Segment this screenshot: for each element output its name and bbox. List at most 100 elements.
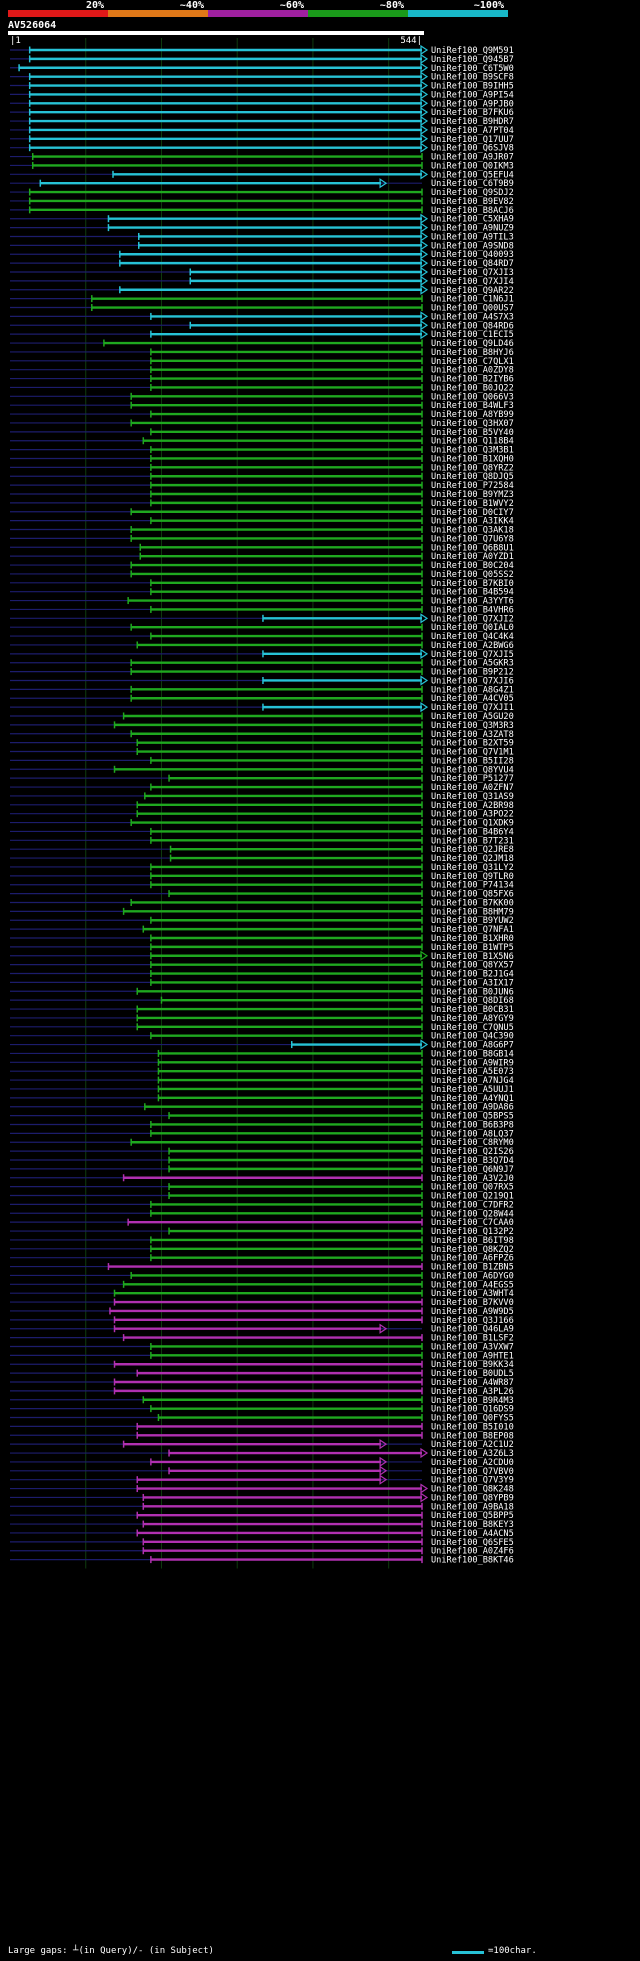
hit-label: UniRef100_B0CB31 — [431, 1005, 514, 1015]
hit-row: UniRef100_B1XHR0 — [10, 934, 514, 944]
hit-label: UniRef100_B7T231 — [431, 836, 514, 846]
hit-label: UniRef100_Q3HX07 — [431, 419, 514, 429]
hit-label: UniRef100_B5VY40 — [431, 428, 514, 438]
hit-label: UniRef100_A2CDU0 — [431, 1458, 514, 1468]
hit-label: UniRef100_B1LSF2 — [431, 1334, 514, 1344]
hit-row: UniRef100_B7FKU6 — [10, 107, 514, 118]
hit-row: UniRef100_A3VXW7 — [10, 1342, 514, 1352]
hit-row: UniRef100_Q0IKM3 — [10, 161, 514, 171]
hit-arrow — [420, 124, 429, 136]
hit-label: UniRef100_Q8K248 — [431, 1485, 514, 1495]
hit-label: UniRef100_Q8KZQ2 — [431, 1245, 514, 1255]
hit-row: UniRef100_P74134 — [10, 881, 514, 891]
hit-label: UniRef100_B1ZBN5 — [431, 1263, 514, 1273]
hit-arrow — [420, 284, 429, 295]
hit-label: UniRef100_Q7U6Y8 — [431, 534, 514, 544]
hit-label: UniRef100_C1ECI5 — [431, 330, 514, 340]
hit-label: UniRef100_Q066V3 — [431, 392, 514, 402]
hit-row: UniRef100_B0CB31 — [10, 1005, 514, 1015]
hit-row: UniRef100_Q7XJI3 — [10, 266, 514, 278]
hit-row: UniRef100_C7DFR2 — [10, 1200, 514, 1210]
hit-label: UniRef100_A3IKK4 — [431, 517, 514, 527]
hit-label: UniRef100_Q5BPP5 — [431, 1511, 514, 1521]
hit-label: UniRef100_Q3J166 — [431, 1316, 514, 1326]
hit-arrow — [420, 950, 429, 961]
hit-row: UniRef100_B7KK00 — [10, 898, 514, 908]
hit-label: UniRef100_B2IYB6 — [431, 375, 514, 385]
hit-row: UniRef100_A8G4Z1 — [10, 685, 514, 695]
hit-label: UniRef100_C6T5W0 — [431, 64, 514, 74]
hit-row: UniRef100_Q17UU7 — [10, 133, 514, 145]
hit-row: UniRef100_Q9SDJ2 — [10, 188, 514, 198]
hit-label: UniRef100_Q7XJI6 — [431, 676, 514, 686]
hit-row: UniRef100_Q4C4K4 — [10, 632, 514, 642]
hit-row: UniRef100_Q46LA9 — [10, 1323, 514, 1335]
hit-row: UniRef100_Q8YVU4 — [10, 765, 514, 775]
hit-label: UniRef100_Q9SDJ2 — [431, 188, 514, 198]
hit-label: UniRef100_B8HYJ6 — [431, 348, 514, 358]
query-end-label: 544| — [400, 36, 422, 46]
hit-row: UniRef100_A4ACN5 — [10, 1529, 514, 1539]
hit-row: UniRef100_A4S7X3 — [10, 311, 514, 322]
hit-row: UniRef100_A9SND8 — [10, 240, 514, 251]
hit-arrow — [420, 107, 429, 118]
hit-label: UniRef100_A5E073 — [431, 1067, 514, 1077]
hit-row: UniRef100_P72584 — [10, 481, 514, 491]
hit-label: UniRef100_A7PT04 — [431, 126, 514, 136]
hit-label: UniRef100_Q6B8U1 — [431, 543, 514, 553]
hit-label: UniRef100_Q9M591 — [431, 46, 514, 56]
hit-row: UniRef100_Q8YRZ2 — [10, 463, 514, 473]
hit-row: UniRef100_Q8K248 — [10, 1483, 514, 1495]
hit-arrow — [379, 1474, 388, 1485]
hit-label: UniRef100_Q6SFE5 — [431, 1538, 514, 1548]
hit-row: UniRef100_Q28W44 — [10, 1209, 514, 1219]
hit-label: UniRef100_A9DA86 — [431, 1103, 514, 1113]
hit-label: UniRef100_Q07RX5 — [431, 1183, 514, 1193]
hit-label: UniRef100_Q46LA9 — [431, 1325, 514, 1335]
hit-label: UniRef100_A9HTE1 — [431, 1351, 514, 1361]
hit-row: UniRef100_B9EV82 — [10, 197, 514, 207]
hit-label: UniRef100_A3PL26 — [431, 1387, 514, 1397]
scale-label: ~80% — [380, 0, 404, 11]
hit-label: UniRef100_Q7V1M1 — [431, 748, 514, 758]
hit-row: UniRef100_B9R4M3 — [10, 1396, 514, 1406]
hit-label: UniRef100_B8KT46 — [431, 1556, 514, 1566]
hit-label: UniRef100_Q7XJI3 — [431, 268, 514, 278]
hit-label: UniRef100_Q5BPS5 — [431, 1112, 514, 1122]
hit-row: UniRef100_A3WHT4 — [10, 1289, 514, 1299]
hit-label: UniRef100_Q84RD7 — [431, 259, 514, 269]
hit-row: UniRef100_A9WIR9 — [10, 1058, 514, 1068]
hit-label: UniRef100_A3PO22 — [431, 810, 514, 820]
hit-row: UniRef100_B1WTP5 — [10, 943, 514, 953]
hit-label: UniRef100_B4WLF3 — [431, 401, 514, 411]
gap-legend: Large gaps: ┴(in Query)/- (in Subject) — [8, 1946, 214, 1956]
hit-arrow — [420, 53, 429, 65]
hit-label: UniRef100_A2BR98 — [431, 801, 514, 811]
hit-row: UniRef100_A8LQ37 — [10, 1129, 514, 1139]
hit-row: UniRef100_A4EGS5 — [10, 1280, 514, 1290]
hit-row: UniRef100_B1ZBN5 — [10, 1263, 514, 1273]
hit-label: UniRef100_B0C204 — [431, 561, 514, 571]
hit-label: UniRef100_A3Z6L3 — [431, 1449, 514, 1459]
hit-label: UniRef100_Q9TLR0 — [431, 872, 514, 882]
hit-row: UniRef100_Q3M3B1 — [10, 446, 514, 456]
hit-label: UniRef100_B2XT59 — [431, 739, 514, 749]
hit-row: UniRef100_B1XQH0 — [10, 454, 514, 464]
scale-segment — [408, 10, 508, 17]
hit-row: UniRef100_Q6SFE5 — [10, 1538, 514, 1548]
hit-label: UniRef100_B9R4M3 — [431, 1396, 514, 1406]
hit-row: UniRef100_B9HDR7 — [10, 115, 514, 127]
hit-row: UniRef100_A4WR87 — [10, 1378, 514, 1388]
hit-label: UniRef100_B8HM79 — [431, 907, 514, 917]
hit-label: UniRef100_A8G4Z1 — [431, 685, 514, 695]
hit-row: UniRef100_A2C1U2 — [10, 1439, 514, 1450]
hit-label: UniRef100_C1N6J1 — [431, 295, 514, 305]
scale-bar-label: =100char. — [488, 1946, 537, 1956]
hit-row: UniRef100_A3IKK4 — [10, 517, 514, 527]
hit-row: UniRef100_Q7XJI1 — [10, 701, 514, 713]
hit-row: UniRef100_B1WVY2 — [10, 499, 514, 509]
hit-label: UniRef100_P51277 — [431, 774, 514, 784]
hit-label: UniRef100_Q2IS26 — [431, 1147, 514, 1157]
hit-label: UniRef100_A9NUZ9 — [431, 224, 514, 234]
hit-row: UniRef100_B4B594 — [10, 588, 514, 598]
